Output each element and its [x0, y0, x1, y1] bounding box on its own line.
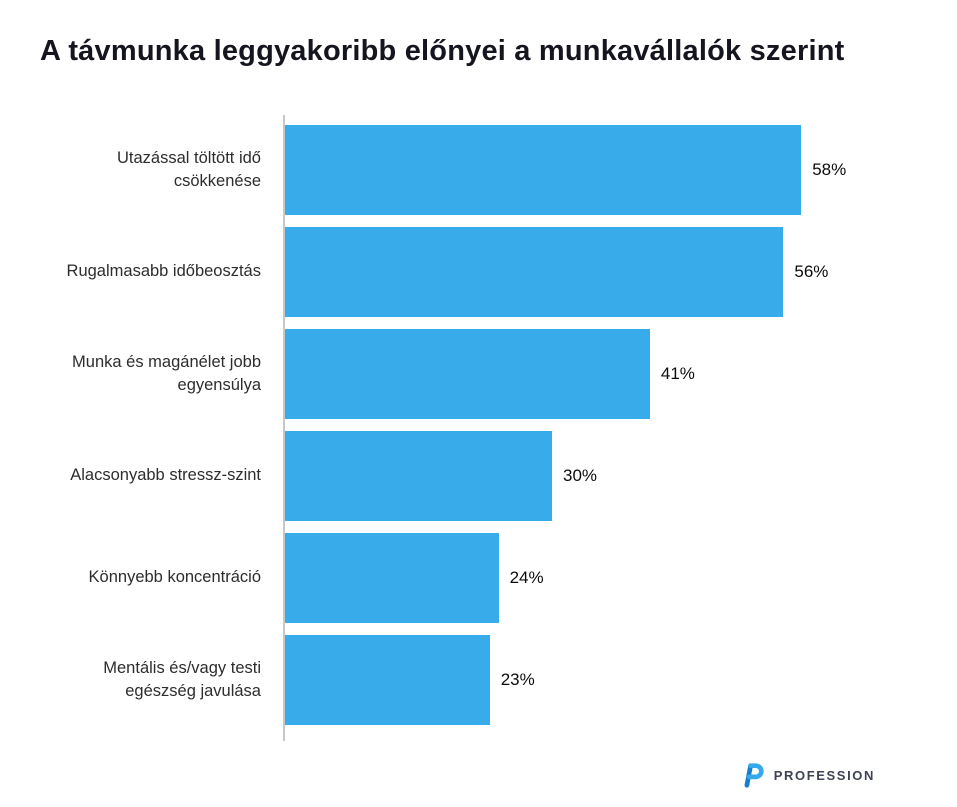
bar-area: 58% — [283, 124, 917, 215]
value-label: 56% — [794, 261, 829, 281]
bar-area: 24% — [283, 532, 917, 623]
category-label: Utazással töltött idő csökkenése — [117, 148, 261, 190]
chart-row: Utazással töltött idő csökkenése 58% — [40, 124, 917, 215]
category-label: Mentális és/vagy testi egészség javulása — [103, 658, 261, 700]
bar-area: 23% — [283, 634, 917, 725]
bar-area: 56% — [283, 226, 917, 317]
category-label: Munka és magánélet jobb egyensúlya — [72, 352, 261, 394]
bar — [285, 634, 490, 725]
chart-row: Mentális és/vagy testi egészség javulása… — [40, 634, 917, 725]
profession-logo-icon — [738, 761, 766, 789]
value-label: 41% — [660, 363, 695, 383]
value-label: 24% — [509, 567, 544, 587]
chart-row: Alacsonyabb stressz-szint 30% — [40, 430, 917, 521]
chart-row: Munka és magánélet jobb egyensúlya 41% — [40, 328, 917, 419]
bar — [285, 430, 552, 521]
brand-footer: PROFESSION — [738, 761, 875, 789]
value-label: 23% — [500, 669, 535, 689]
bar-area: 41% — [283, 328, 917, 419]
bar-chart: Utazással töltött idő csökkenése 58% Rugal… — [40, 114, 917, 741]
bar — [285, 328, 650, 419]
chart-row: Könnyebb koncentráció 24% — [40, 532, 917, 623]
y-axis-line — [283, 114, 285, 741]
bar — [285, 226, 784, 317]
category-label: Könnyebb koncentráció — [88, 568, 261, 587]
category-label: Alacsonyabb stressz-szint — [70, 466, 261, 485]
bar — [285, 124, 802, 215]
category-label: Rugalmasabb időbeosztás — [66, 262, 261, 281]
bar — [285, 532, 499, 623]
value-label: 58% — [812, 159, 847, 179]
brand-name: PROFESSION — [773, 767, 875, 783]
value-label: 30% — [563, 465, 598, 485]
chart-title: A távmunka leggyakoribb előnyei a munkav… — [40, 35, 845, 67]
chart-row: Rugalmasabb időbeosztás 56% — [40, 226, 917, 317]
bar-area: 30% — [283, 430, 917, 521]
